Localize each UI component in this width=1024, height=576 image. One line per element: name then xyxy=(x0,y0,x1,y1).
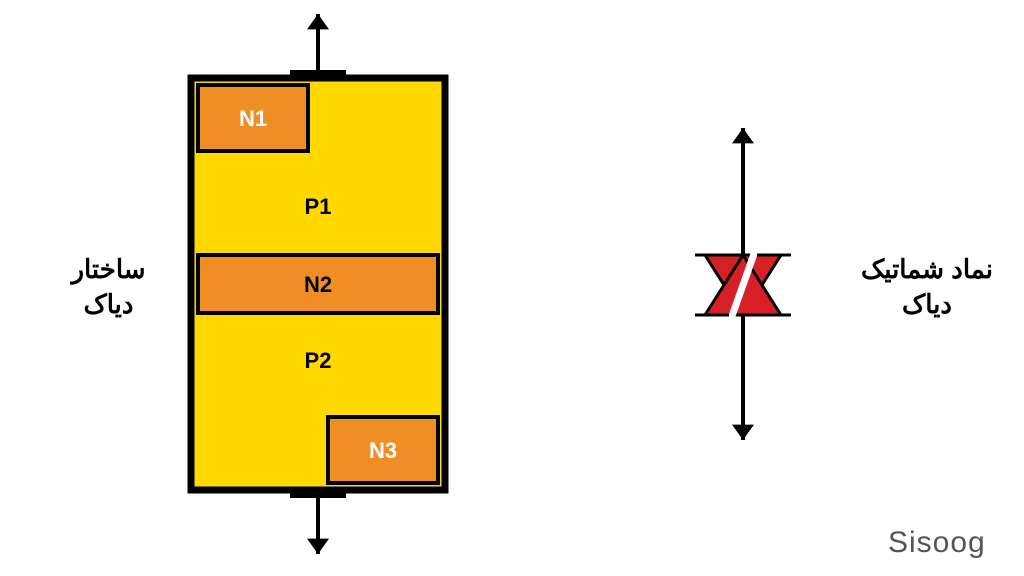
label-n1: N1 xyxy=(239,106,267,131)
label-p2: P2 xyxy=(305,348,332,373)
terminal-bottom-cap xyxy=(290,488,346,498)
structure-label: ساختار دیاک xyxy=(51,252,166,322)
structure-label-line1: ساختار xyxy=(71,254,145,284)
label-p1: P1 xyxy=(305,194,332,219)
label-n2: N2 xyxy=(304,272,332,297)
symbol-label: نماد شماتیک دیاک xyxy=(842,252,1012,322)
structure-label-line2: دیاک xyxy=(83,289,133,319)
label-n3: N3 xyxy=(369,438,397,463)
symbol-label-line1: نماد شماتیک xyxy=(861,254,993,284)
watermark: Sisoog xyxy=(888,526,986,560)
symbol-label-line2: دیاک xyxy=(902,289,952,319)
terminal-top-cap xyxy=(290,70,346,80)
